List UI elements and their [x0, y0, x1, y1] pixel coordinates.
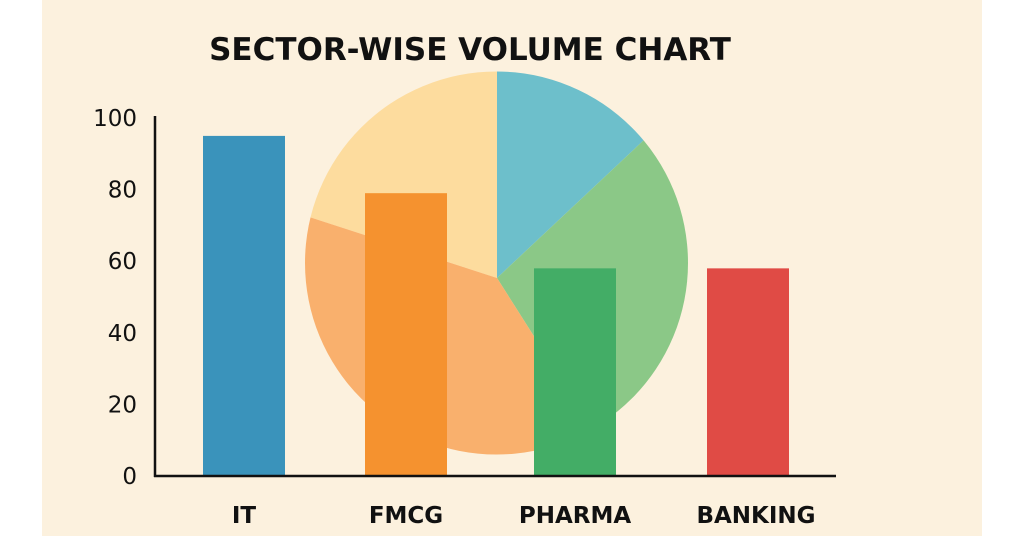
x-tick-label: PHARMA: [519, 503, 632, 529]
x-tick-label: FMCG: [369, 503, 443, 529]
y-tick-labels: 0 20 40 60 80 100: [93, 106, 137, 490]
x-tick-label: BANKING: [696, 503, 815, 529]
background-pie: [305, 71, 688, 455]
pie-slice: [497, 71, 651, 278]
y-tick-label: 100: [93, 106, 137, 132]
bars: [203, 135, 789, 476]
y-tick-label: 60: [108, 249, 137, 275]
pie-slice: [305, 71, 497, 278]
bar-banking: [707, 268, 789, 476]
x-tick-label: IT: [232, 503, 257, 529]
chart-title: SECTOR-WISE VOLUME CHART: [209, 32, 731, 68]
bar-fmcg: [365, 193, 447, 476]
y-tick-label: 80: [108, 178, 137, 204]
y-tick-label: 40: [108, 321, 137, 347]
x-tick-labels: IT FMCG PHARMA BANKING: [232, 503, 816, 529]
y-tick-label: 0: [122, 464, 137, 490]
y-tick-label: 20: [108, 392, 137, 418]
bar-pharma: [534, 268, 616, 476]
bar-it: [203, 135, 285, 476]
